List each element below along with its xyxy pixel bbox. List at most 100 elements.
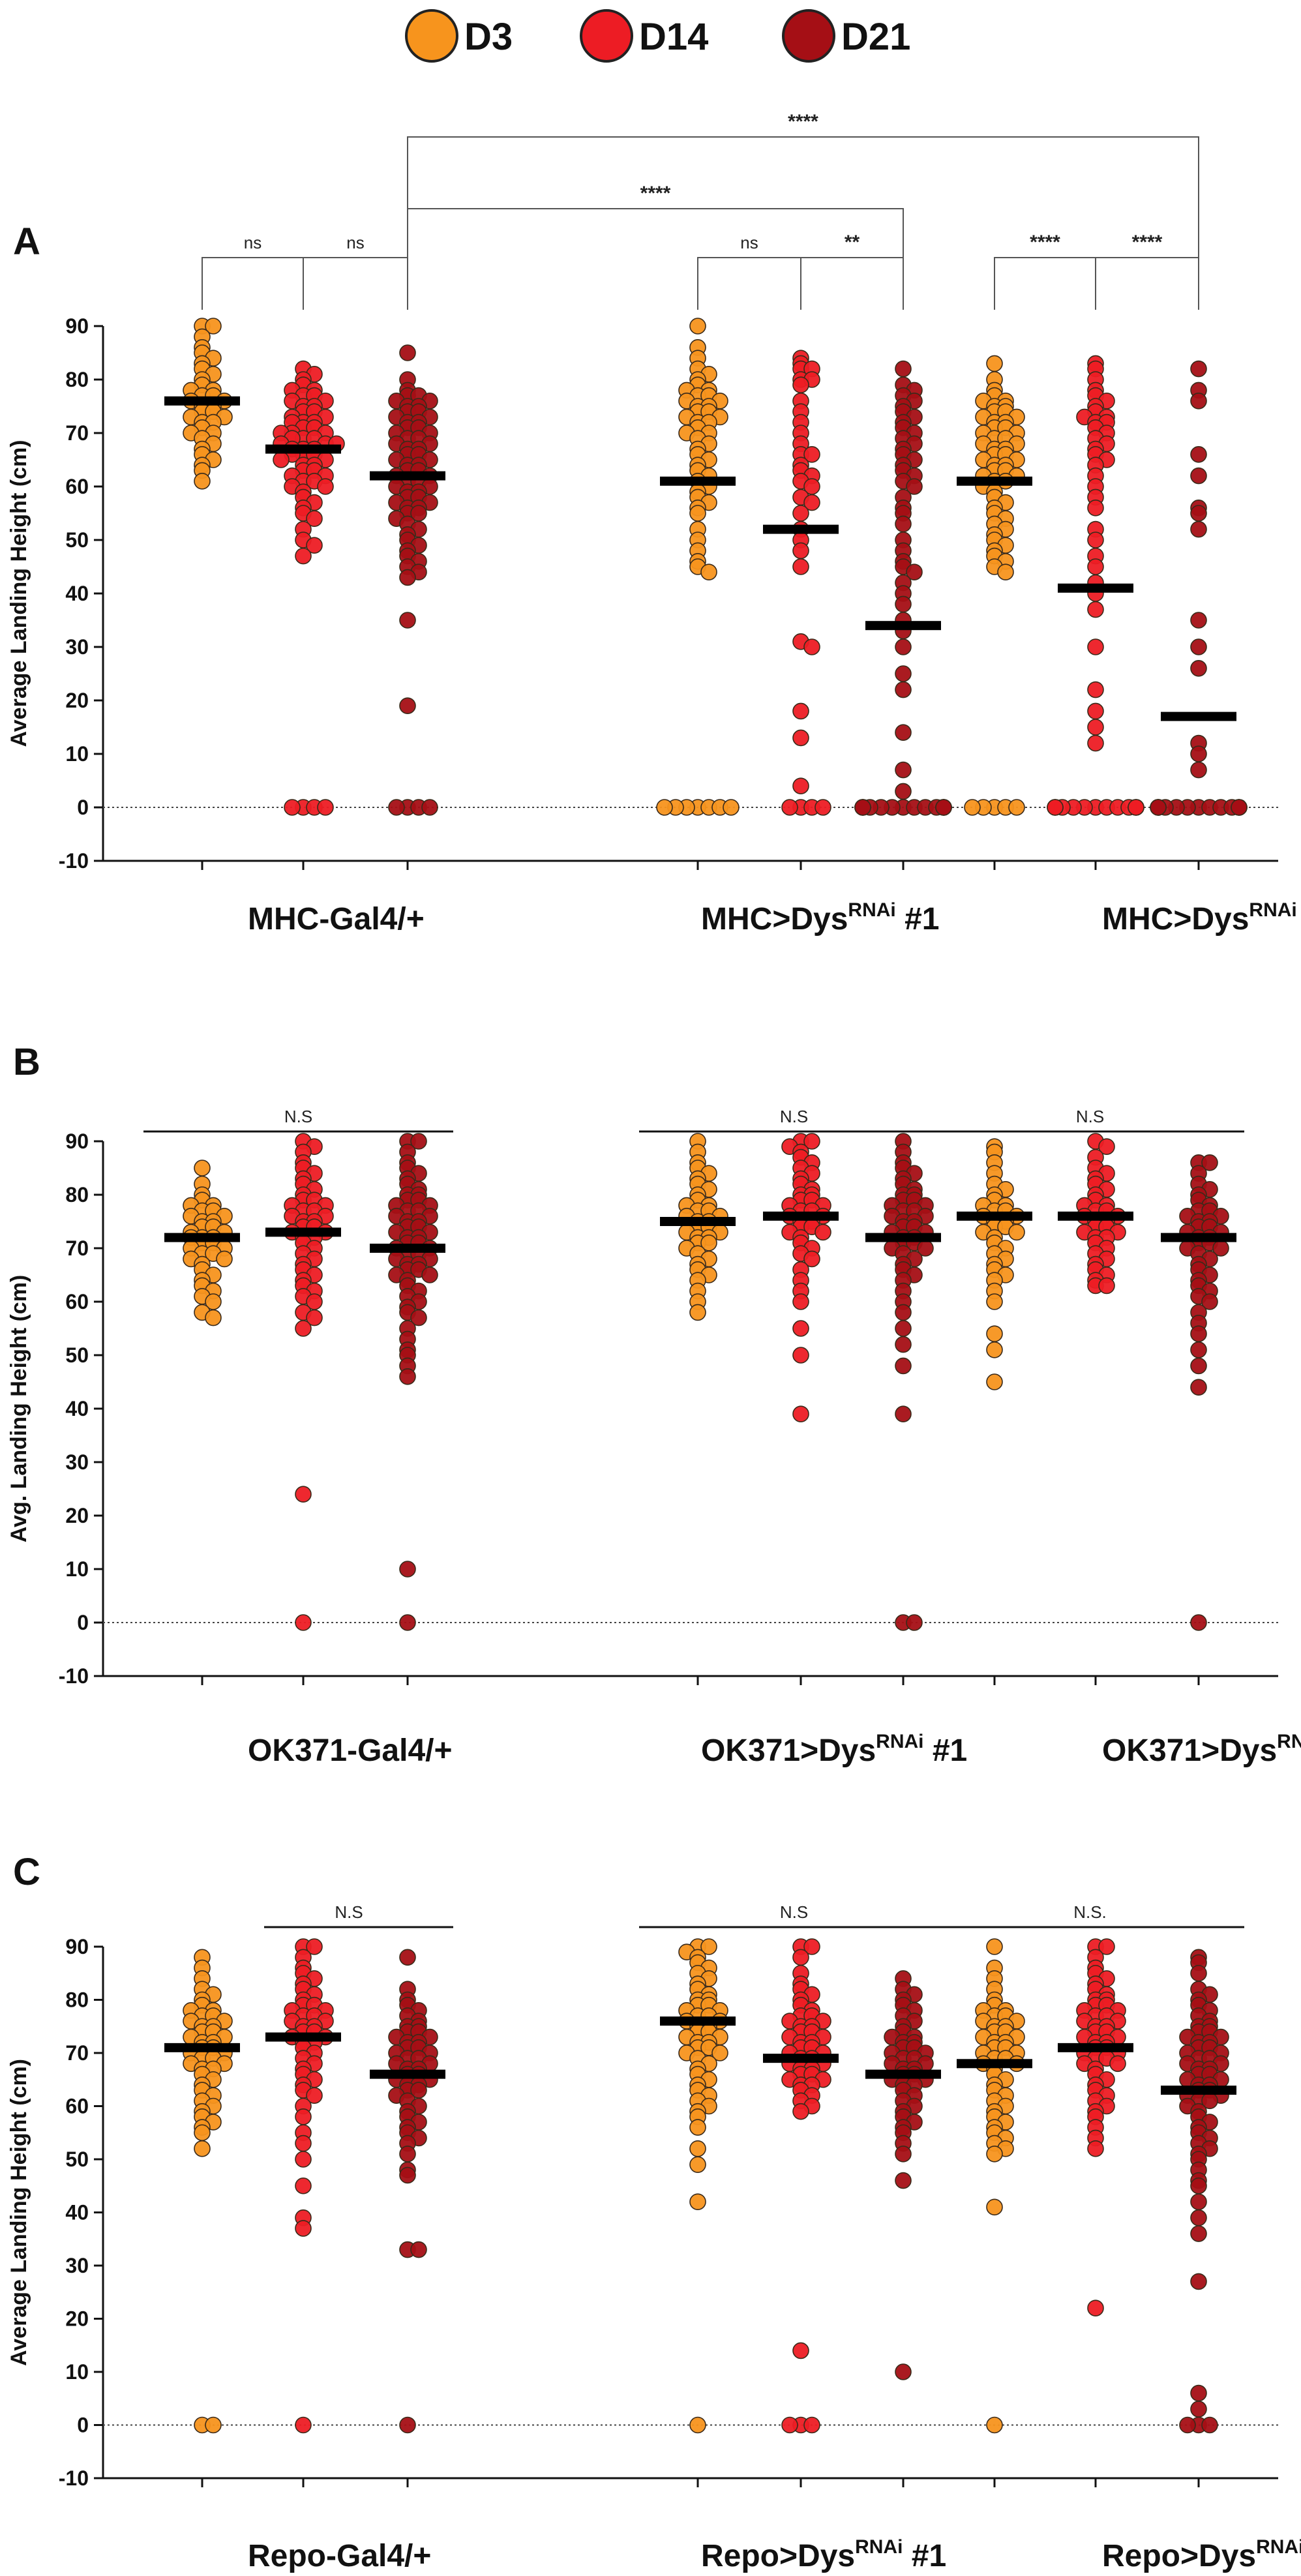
y-tick-label: 30: [65, 2254, 89, 2277]
y-tick-label: -10: [59, 2466, 89, 2490]
data-point-d14: [792, 505, 809, 522]
data-point-d21: [895, 761, 912, 779]
data-point-d14: [792, 558, 809, 575]
panel-b: B Avg. Landing Height (cm) 90 80 70 60 50 40 30 2…: [7, 1041, 1301, 1768]
data-point-d3: [1008, 1223, 1025, 1241]
panel-c: C Average Landing Height (cm) 90 80 70 60 50 40…: [7, 1851, 1301, 2573]
mean-bar: [763, 524, 839, 534]
data-point-d14: [803, 494, 820, 511]
data-point-d21: [1190, 1357, 1207, 1375]
legend-label-d14: D14: [639, 16, 708, 58]
group-label: Repo>DysRNAi #2: [1102, 2536, 1301, 2573]
mean-bar: [763, 1211, 839, 1221]
legend-label-d21: D21: [841, 16, 910, 58]
data-point-d21: [895, 1320, 912, 1337]
data-point-d14: [792, 729, 809, 747]
significance-label: ****: [640, 183, 671, 204]
data-point-d3: [689, 505, 706, 522]
data-point-d14: [1098, 1938, 1115, 1955]
data-point-d21: [1190, 445, 1207, 463]
data-point-d21: [935, 799, 952, 816]
data-point-d14: [1087, 532, 1104, 548]
data-point-d14: [295, 2108, 312, 2125]
y-tick-label: 60: [65, 2095, 89, 2118]
data-point-d21: [410, 1309, 427, 1326]
y-tick-label: 90: [65, 1935, 89, 1958]
data-point-d21: [895, 681, 912, 698]
mean-bar: [865, 1233, 941, 1242]
significance-label: ****: [788, 111, 818, 132]
y-axis-title: Average Landing Height (cm): [7, 440, 31, 747]
data-point-d21: [1190, 745, 1207, 762]
data-point-d14: [317, 799, 334, 816]
y-tick-label: 0: [77, 2414, 89, 2437]
y-tick-label: 70: [65, 421, 89, 445]
y-tick-label: 50: [65, 2148, 89, 2171]
data-point-d3: [689, 2416, 706, 2434]
data-point-d3: [205, 2416, 222, 2434]
y-tick-label: 90: [65, 314, 89, 338]
data-point-d14: [792, 1405, 809, 1422]
y-tick-label: 80: [65, 1988, 89, 2012]
significance-label: ****: [1132, 232, 1163, 253]
data-point-d14: [273, 451, 290, 468]
data-point-d14: [1087, 601, 1104, 618]
significance-bracket: [994, 257, 1096, 310]
data-point-d14: [317, 478, 334, 495]
mean-bar: [370, 1244, 445, 1253]
data-point-d14: [803, 445, 820, 463]
data-point-d21: [895, 1357, 912, 1375]
data-point-d14: [792, 1949, 809, 1966]
mean-bar: [763, 2054, 839, 2063]
y-tick-label: 0: [77, 796, 89, 819]
data-point-d21: [1190, 1614, 1207, 1631]
data-point-d3: [986, 1938, 1003, 1955]
y-tick-label: 20: [65, 1504, 89, 1527]
data-point-d21: [895, 595, 912, 613]
data-point-d14: [792, 2342, 809, 2359]
y-tick-label: 20: [65, 2307, 89, 2331]
data-point-d21: [895, 783, 912, 800]
significance-bracket: [800, 257, 904, 310]
mean-bar: [370, 2069, 445, 2079]
y-tick-label: 40: [65, 1397, 89, 1420]
data-point-d3: [1008, 799, 1025, 816]
data-point-d14: [1087, 681, 1104, 698]
data-point-d14: [1087, 2299, 1104, 2316]
legend: D3 D14 D21: [405, 9, 910, 63]
data-point-d14: [295, 1486, 312, 1503]
data-point-d21: [895, 2363, 912, 2380]
y-tick-label: 30: [65, 635, 89, 659]
data-point-d21: [1190, 467, 1207, 485]
data-point-d3: [689, 2119, 706, 2136]
data-point-d14: [792, 542, 809, 560]
y-tick-label: -10: [59, 849, 89, 873]
group-label: Repo-Gal4/+: [248, 2539, 431, 2573]
y-tick-label: -10: [59, 1664, 89, 1688]
y-tick-label: 50: [65, 528, 89, 552]
data-point-d14: [306, 510, 323, 528]
data-point-d21: [1190, 2401, 1207, 2418]
mean-bar: [370, 471, 445, 481]
data-point-d14: [792, 2103, 809, 2120]
significance-label: ns: [244, 233, 262, 252]
data-point-d21: [399, 1614, 416, 1631]
data-point-d21: [895, 1336, 912, 1353]
data-point-d3: [656, 799, 673, 816]
mean-bar: [957, 2059, 1032, 2069]
data-point-d21: [1190, 360, 1207, 378]
data-point-d3: [194, 472, 211, 490]
data-point-d21: [1201, 2416, 1218, 2434]
data-point-d14: [1087, 2140, 1104, 2157]
y-tick-label: 10: [65, 742, 89, 766]
mean-bar: [164, 396, 240, 406]
legend-label-d3: D3: [464, 16, 513, 58]
mean-bar: [164, 2043, 240, 2052]
significance-label: N.S: [780, 1107, 808, 1126]
data-point-d21: [1190, 2273, 1207, 2290]
data-point-d21: [399, 344, 416, 361]
data-point-d14: [803, 1133, 820, 1150]
data-point-d14: [295, 2416, 312, 2434]
data-point-d21: [1231, 799, 1248, 816]
data-point-d21: [1190, 1341, 1207, 1358]
